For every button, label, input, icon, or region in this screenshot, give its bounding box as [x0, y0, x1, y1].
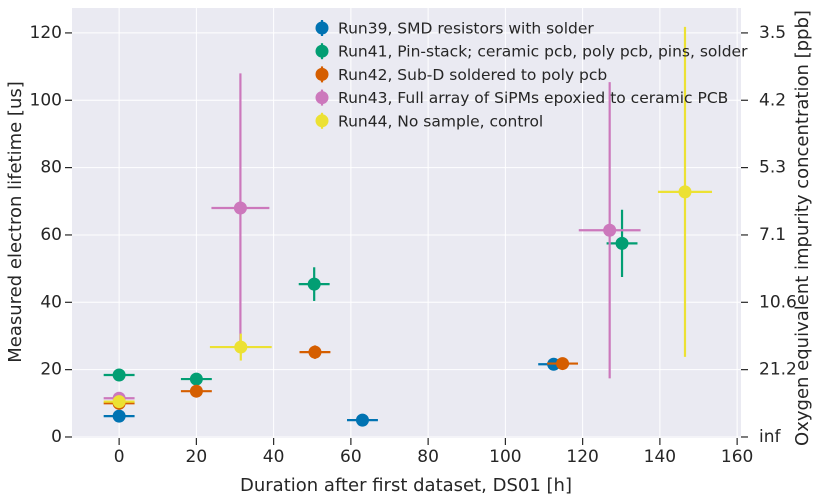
series [103, 73, 641, 405]
y2-tick-label: 5.3 [759, 158, 786, 178]
legend-label: Run43, Full array of SiPMs epoxied to ce… [338, 89, 728, 107]
y2-tick-label: 3.5 [759, 23, 786, 43]
y2-tick-label: inf [759, 427, 781, 447]
series [103, 209, 638, 386]
y-tick-label: 40 [40, 292, 62, 312]
legend-marker [315, 21, 329, 35]
legend-marker [315, 91, 329, 105]
y2-tick-label: 4.2 [759, 90, 786, 110]
y-tick-label: 80 [40, 158, 62, 178]
x-tick-label: 40 [263, 447, 285, 467]
series [103, 26, 713, 409]
data-point [615, 236, 629, 250]
data-point [307, 277, 321, 291]
data-point [678, 185, 692, 199]
legend-label: Run39, SMD resistors with solder [338, 20, 594, 38]
x-tick-label: 0 [114, 447, 125, 467]
legend-label: Run44, No sample, control [338, 112, 543, 130]
x-tick-label: 100 [489, 447, 521, 467]
x-tick-label: 20 [186, 447, 208, 467]
x-tick-label: 60 [340, 447, 362, 467]
y2-tick-label: 7.1 [759, 225, 786, 245]
y-tick-label: 20 [40, 360, 62, 380]
data-point [233, 201, 247, 215]
x-tick-label: 140 [644, 447, 676, 467]
x-tick-label: 80 [417, 447, 439, 467]
data-point [308, 345, 322, 359]
y-tick-label: 120 [30, 23, 62, 43]
x-tick-label: 160 [721, 447, 753, 467]
y2-tick-label: 10.6 [759, 292, 797, 312]
data-point [556, 357, 570, 371]
data-point [355, 413, 369, 427]
y-tick-label: 0 [51, 427, 62, 447]
y2-tick-label: 21.2 [759, 360, 797, 380]
data-point [189, 372, 203, 386]
y2-axis-label: Oxygen equivalent impurity concentration… [792, 10, 813, 446]
legend-marker [315, 114, 329, 128]
data-point [112, 368, 126, 382]
x-axis-label: Duration after first dataset, DS01 [h] [240, 475, 572, 496]
plot-background [72, 8, 741, 438]
y-tick-label: 60 [40, 225, 62, 245]
legend-marker [315, 67, 329, 81]
y-tick-label: 100 [30, 90, 62, 110]
legend-label: Run41, Pin-stack; ceramic pcb, poly pcb,… [338, 43, 748, 61]
data-point [603, 223, 617, 237]
y-axis-label: Measured electron lifetime [us] [5, 81, 26, 363]
legend-label: Run42, Sub-D soldered to poly pcb [338, 66, 607, 84]
data-point [189, 384, 203, 398]
legend-marker [315, 44, 329, 58]
x-tick-label: 120 [566, 447, 598, 467]
data-point [112, 395, 126, 409]
data-point [234, 340, 248, 354]
data-point [112, 409, 126, 423]
